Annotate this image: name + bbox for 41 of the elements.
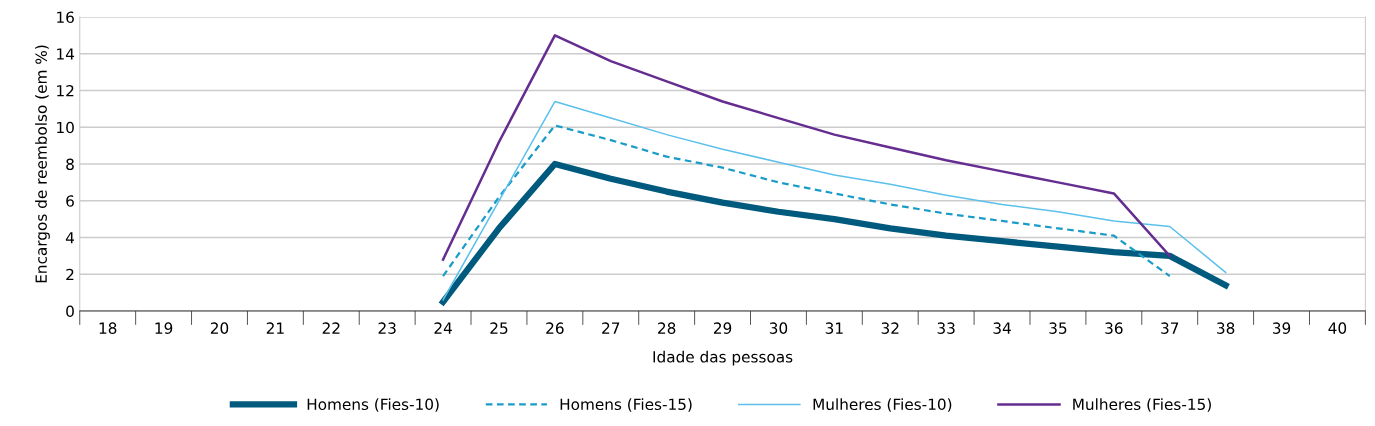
y-tick-label: 6 [66, 195, 74, 207]
x-tick-label: 31 [825, 322, 843, 334]
x-tick-label: 40 [1328, 322, 1347, 334]
line-series [441, 124, 1171, 278]
x-tick-label: 19 [155, 322, 173, 334]
line-series [441, 34, 1171, 261]
y-axis-title: Encargos de reembolso (em %) [35, 45, 50, 283]
legend-label: Mulheres (Fies-10) [813, 398, 952, 412]
legend-label: Homens (Fies-10) [307, 398, 439, 412]
x-tick-label: 18 [99, 322, 117, 334]
x-tick-label: 32 [881, 322, 899, 334]
x-tick-label: 27 [602, 322, 620, 334]
x-tick-label: 30 [769, 322, 788, 334]
x-tick-label: 34 [993, 322, 1011, 334]
legend-label: Homens (Fies-15) [560, 398, 692, 412]
x-tick-label: 24 [434, 322, 452, 334]
x-tick-label: 26 [546, 322, 564, 334]
y-tick-label: 0 [66, 305, 74, 317]
x-tick-label: 36 [1105, 322, 1123, 334]
x-tick-label: 23 [378, 322, 396, 334]
x-tick-label: 37 [1161, 322, 1179, 334]
x-tick-label: 28 [658, 322, 676, 334]
x-tick-label: 33 [937, 322, 955, 334]
x-tick-label: 21 [266, 322, 284, 334]
x-tick-label: 25 [490, 322, 508, 334]
x-tick-label: 20 [210, 322, 229, 334]
x-tick-label: 22 [322, 322, 340, 334]
legend-label: Mulheres (Fies-15) [1073, 398, 1211, 412]
x-tick-label: 38 [1217, 322, 1235, 334]
y-tick-label: 10 [57, 121, 74, 134]
x-tick-label: 29 [713, 322, 732, 334]
y-tick-label: 12 [57, 84, 74, 97]
x-axis-title: Idade das pessoas [653, 350, 793, 366]
y-tick-label: 16 [57, 11, 74, 24]
x-tick-label: 35 [1049, 322, 1067, 334]
y-tick-label: 4 [65, 232, 75, 244]
y-tick-label: 2 [66, 268, 74, 281]
line-series [442, 100, 1227, 301]
y-tick-label: 8 [66, 158, 74, 171]
y-tick-label: 14 [57, 48, 75, 60]
x-tick-label: 39 [1272, 322, 1291, 334]
